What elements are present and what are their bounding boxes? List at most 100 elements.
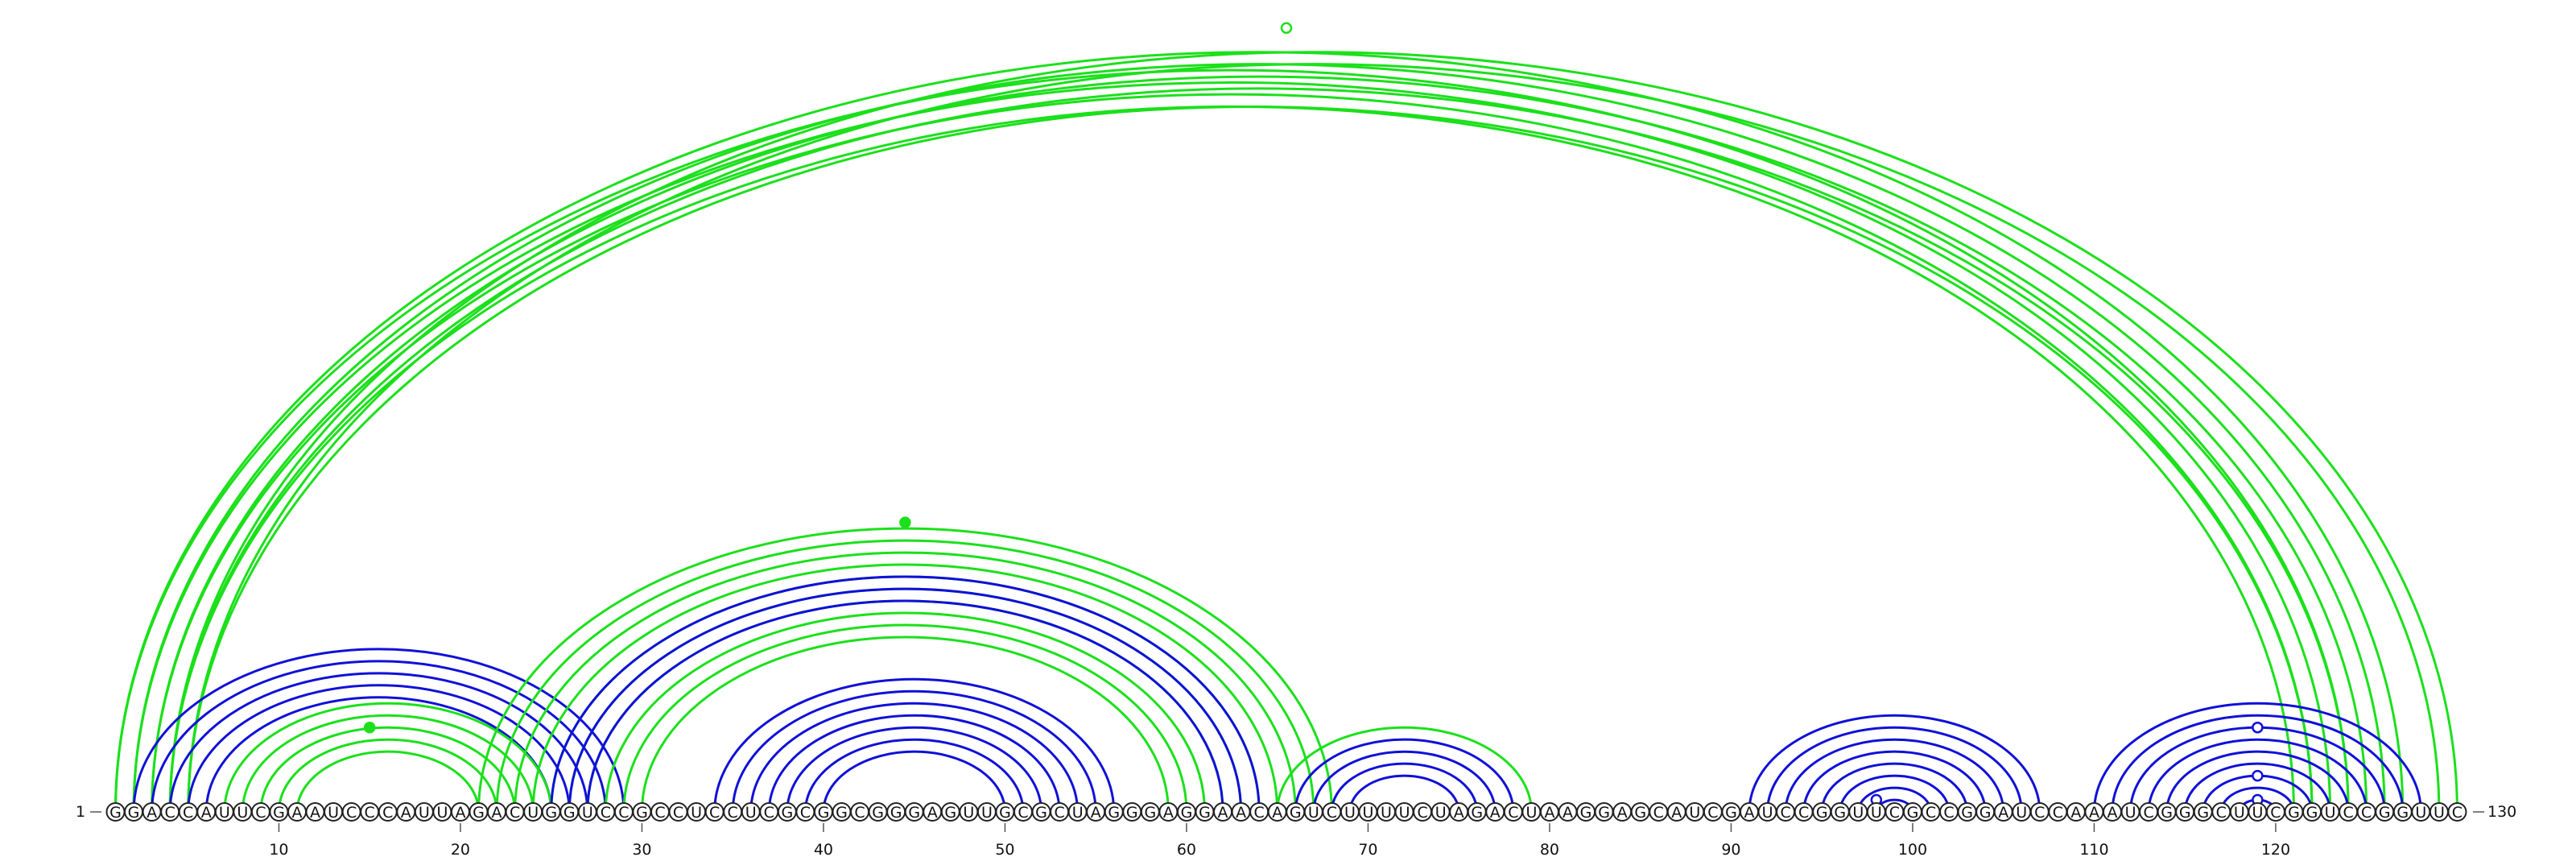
tick-label-120: 120 — [2261, 841, 2290, 857]
base-26: G — [559, 802, 580, 822]
base-letter: U — [219, 804, 230, 822]
base-92: U — [1757, 802, 1777, 822]
base-letter: C — [346, 804, 357, 822]
base-letter: G — [1580, 804, 1592, 822]
base-36: U — [741, 802, 761, 822]
base-91: A — [1740, 802, 1759, 822]
base-57: G — [1122, 802, 1142, 822]
base-52: G — [1031, 802, 1051, 822]
base-114: G — [2157, 802, 2177, 822]
base-15: C — [360, 802, 380, 822]
base-letter: A — [1272, 804, 1282, 822]
base-letter: G — [2379, 804, 2391, 822]
arc-green-4-124 — [168, 87, 2350, 813]
base-68: C — [1322, 802, 1342, 822]
base-letter: G — [545, 804, 557, 822]
arc-blue-115-123 — [2183, 762, 2332, 813]
base-44: G — [886, 802, 906, 822]
base-73: C — [1413, 802, 1433, 822]
base-letter: A — [2089, 804, 2099, 822]
base-38: G — [777, 802, 797, 822]
base-4: C — [160, 802, 180, 822]
base-58: G — [1140, 802, 1160, 822]
base-123: U — [2320, 802, 2340, 822]
base-letter: A — [492, 804, 502, 822]
start-index-label: 1 — [76, 803, 85, 821]
base-letter: G — [2161, 804, 2173, 822]
end-index-label: 130 — [2487, 803, 2516, 821]
base-letter: G — [2396, 804, 2409, 822]
base-42: C — [850, 802, 870, 822]
base-74: U — [1430, 802, 1451, 822]
base-12: A — [305, 802, 325, 822]
base-letter: C — [1254, 804, 1265, 822]
base-33: U — [687, 802, 707, 822]
tick-label-40: 40 — [814, 841, 833, 857]
base-70: U — [1358, 802, 1378, 822]
arc-blue-3-28 — [151, 660, 607, 813]
base-59: A — [1158, 802, 1179, 822]
arc-blue-68-76 — [1330, 762, 1479, 813]
base-115: G — [2175, 802, 2195, 822]
base-letter: G — [1961, 804, 1973, 822]
base-letter: C — [1018, 804, 1028, 822]
sequence-axis: 1 130 — [76, 803, 2516, 821]
arc-blue-38-52 — [786, 726, 1043, 813]
base-93: C — [1776, 802, 1796, 822]
arc-blue-36-54 — [749, 702, 1080, 813]
arc-green-23-66 — [514, 551, 1297, 813]
arc-blue-34-56 — [713, 677, 1116, 813]
tick-label-90: 90 — [1721, 841, 1740, 857]
base-105: A — [1993, 802, 2013, 822]
base-126: G — [2375, 802, 2395, 822]
base-letter: U — [745, 804, 757, 822]
arc-green-22-67 — [495, 539, 1315, 813]
base-letter: U — [1435, 804, 1447, 822]
arc-green-28-61 — [604, 611, 1206, 813]
arc-green-65-79 — [1276, 726, 1533, 813]
base-letter: C — [2216, 804, 2227, 822]
base-103: G — [1957, 802, 1977, 822]
arc-blue-96-102 — [1839, 774, 1951, 813]
marker-2 — [899, 516, 911, 528]
marker-1 — [1280, 22, 1293, 34]
base-66: G — [1286, 802, 1306, 822]
base-letter: U — [237, 804, 248, 822]
base-letter: C — [2053, 804, 2063, 822]
base-letter: C — [2270, 804, 2281, 822]
base-18: U — [414, 802, 434, 822]
base-letter: C — [2361, 804, 2372, 822]
arc-blue-95-103 — [1820, 762, 1969, 813]
base-letter: U — [1072, 804, 1084, 822]
base-letter: G — [818, 804, 830, 822]
base-letter: U — [436, 804, 448, 822]
base-letter: C — [2452, 804, 2462, 822]
base-letter: C — [382, 804, 393, 822]
arc-blue-92-106 — [1766, 726, 2023, 813]
base-letter: G — [890, 804, 902, 822]
base-letter: G — [1144, 804, 1156, 822]
base-letter: G — [836, 804, 848, 822]
base-37: C — [759, 802, 779, 822]
base-20: A — [450, 802, 470, 822]
base-letter: U — [981, 804, 993, 822]
base-letter: A — [1218, 804, 1228, 822]
base-letter: U — [1344, 804, 1356, 822]
base-55: A — [1086, 802, 1106, 822]
arc-blue-69-75 — [1348, 774, 1460, 813]
base-122: G — [2302, 802, 2322, 822]
base-letter: G — [636, 804, 648, 822]
base-120: C — [2265, 802, 2285, 822]
base-9: C — [250, 802, 270, 822]
base-letter: G — [1290, 804, 1302, 822]
base-letter: G — [1725, 804, 1737, 822]
base-19: U — [432, 802, 452, 822]
base-63: A — [1231, 802, 1251, 822]
base-53: C — [1050, 802, 1070, 822]
base-letter: G — [2179, 804, 2191, 822]
base-letter: A — [1490, 804, 1501, 822]
base-80: A — [1539, 802, 1559, 822]
base-letter: G — [999, 804, 1011, 822]
arc-green-4-121 — [170, 106, 2293, 812]
